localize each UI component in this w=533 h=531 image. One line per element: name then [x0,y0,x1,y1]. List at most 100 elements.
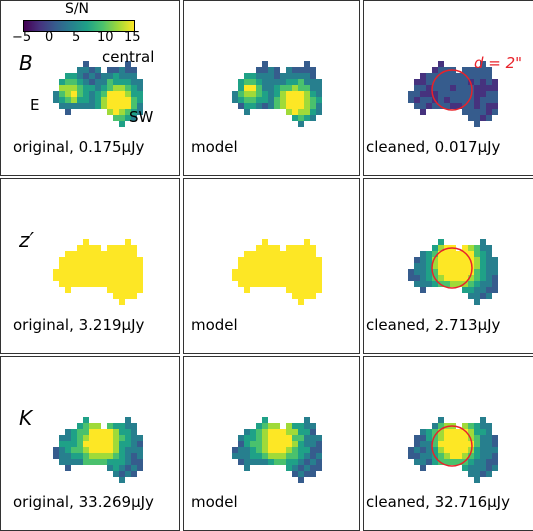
pixel [414,257,420,263]
pixel [77,281,83,287]
pixel [316,453,322,459]
pixel [101,73,107,79]
pixel [244,429,250,435]
pixel [462,275,468,281]
pixel [420,459,426,465]
pixel [316,281,322,287]
pixel [89,67,95,73]
pixel [462,73,468,79]
pixel [238,269,244,275]
pixel [444,459,450,465]
pixel [77,459,83,465]
pixel [137,453,143,459]
pixel [438,245,444,251]
pixel [65,103,71,109]
pixel [310,245,316,251]
pixel [474,447,480,453]
pixel [462,453,468,459]
pixel [474,299,480,305]
pixel [113,251,119,257]
pixel [59,441,65,447]
pixel [414,79,420,85]
pixel [462,91,468,97]
pixel [474,435,480,441]
pixel [480,67,486,73]
pixel [137,91,143,97]
pixel [426,275,432,281]
pixel [113,453,119,459]
pixel [59,453,65,459]
pixel [244,103,250,109]
pixel [83,263,89,269]
pixel [468,441,474,447]
pixel [256,447,262,453]
pixel [420,287,426,293]
pixel-map [408,417,498,483]
pixel [268,263,274,269]
pixel [113,97,119,103]
pixel [468,263,474,269]
pixel [432,263,438,269]
pixel [298,79,304,85]
pixel [131,447,137,453]
pixel [256,67,262,73]
pixel [65,251,71,257]
pixel [125,459,131,465]
pixel [119,275,125,281]
pixel [462,85,468,91]
pixel [480,447,486,453]
pixel [280,263,286,269]
caption-k-cleaned: cleaned, 32.716μJy [366,493,510,511]
pixel [438,239,444,245]
pixel [304,275,310,281]
pixel [256,103,262,109]
pixel [89,263,95,269]
pixel [280,251,286,257]
pixel [95,441,101,447]
pixel [474,263,480,269]
pixel [304,441,310,447]
pixel [304,423,310,429]
pixel [274,435,280,441]
pixel [65,465,71,471]
pixel [286,465,292,471]
pixel [408,97,414,103]
pixel [101,275,107,281]
pixel [131,97,137,103]
pixel [83,275,89,281]
pixel [119,299,125,305]
pixel [420,269,426,275]
pixel [95,67,101,73]
pixel [280,269,286,275]
pixel [101,269,107,275]
pixel [298,251,304,257]
caption-z-cleaned: cleaned, 2.713μJy [366,316,501,334]
pixel [262,417,268,423]
pixel [420,251,426,257]
pixel [256,257,262,263]
pixel [286,263,292,269]
pixel [274,245,280,251]
pixel [107,287,113,293]
pixel [268,429,274,435]
pixel [474,109,480,115]
pixel [274,275,280,281]
pixel [262,97,268,103]
pixel [77,447,83,453]
pixel [444,269,450,275]
pixel [256,441,262,447]
pixel [274,97,280,103]
pixel [262,275,268,281]
pixel [414,269,420,275]
pixel [89,79,95,85]
pixel [462,257,468,263]
pixel [274,79,280,85]
pixel [238,85,244,91]
pixel [480,61,486,67]
pixel [131,263,137,269]
pixel [137,287,143,293]
pixel [250,459,256,465]
pixel [468,251,474,257]
pixel [83,269,89,275]
pixel [316,465,322,471]
